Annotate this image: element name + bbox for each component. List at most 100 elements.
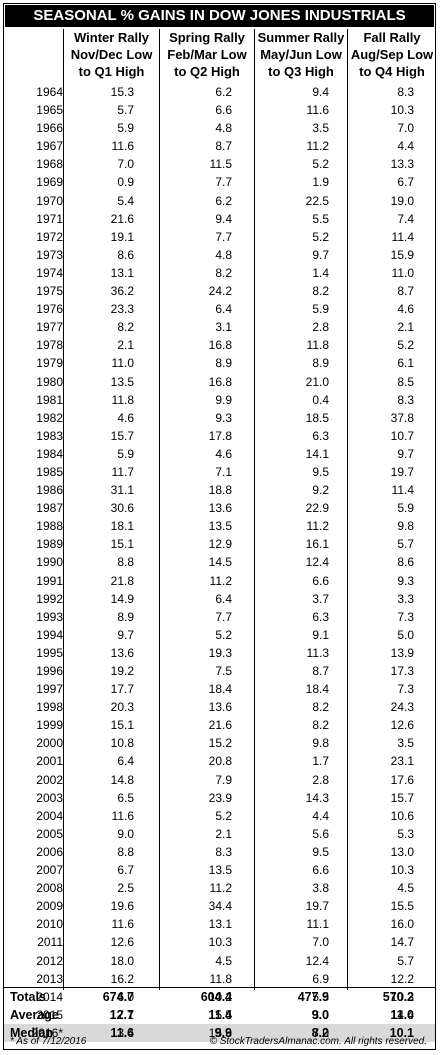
value-cell: 11.6 bbox=[111, 808, 134, 823]
value-cell: 7.0 bbox=[117, 157, 134, 172]
table-row: 2001 6.4 20.8 1.7 23.1 bbox=[4, 752, 435, 770]
value-cell: 6.6 bbox=[215, 103, 232, 118]
year-cell: 1997 bbox=[36, 682, 63, 697]
column-header-winter: Winter Rally Nov/Dec Low to Q1 High bbox=[70, 30, 153, 79]
year-cell: 2010 bbox=[36, 917, 63, 932]
year-cell: 1994 bbox=[36, 627, 63, 642]
value-cell: 14.5 bbox=[208, 555, 232, 570]
table-row: 1968 7.0 11.5 5.2 13.3 bbox=[4, 155, 435, 173]
value-cell: 5.6 bbox=[312, 826, 329, 841]
year-cell: 1989 bbox=[36, 537, 63, 552]
year-cell: 1967 bbox=[36, 139, 63, 154]
column-header-fall: Fall Rally Aug/Sep Low to Q4 High bbox=[350, 30, 434, 79]
value-cell: 8.6 bbox=[117, 247, 134, 262]
value-cell: 8.2 bbox=[215, 265, 232, 280]
value-cell: 14.4 bbox=[390, 1007, 414, 1022]
value-cell: 11.4 bbox=[391, 483, 414, 498]
value-cell: 8.3 bbox=[397, 392, 414, 407]
year-cell: 1976 bbox=[36, 302, 63, 317]
value-cell: 1.9 bbox=[312, 175, 329, 190]
value-cell: 19.0 bbox=[390, 193, 414, 208]
value-cell: 7.5 bbox=[215, 664, 232, 678]
value-cell: 19.7 bbox=[305, 899, 329, 914]
value-cell: 12.6 bbox=[110, 935, 134, 950]
value-cell: 24.3 bbox=[390, 700, 414, 715]
table-row: 2009 19.6 34.4 19.7 15.5 bbox=[4, 897, 435, 915]
table-row: 1982 4.6 9.3 18.5 37.8 bbox=[4, 409, 435, 427]
value-cell: 3.5 bbox=[397, 736, 414, 751]
value-cell: 4.6 bbox=[117, 410, 134, 425]
table-row: 1976 23.3 6.4 5.9 4.6 bbox=[4, 300, 435, 318]
value-cell: 9.1 bbox=[312, 627, 329, 642]
value-cell: 18.4 bbox=[305, 682, 329, 697]
value-cell: 4.4 bbox=[397, 139, 414, 154]
value-cell: 15.7 bbox=[110, 428, 134, 443]
value-cell: 9.7 bbox=[117, 627, 134, 642]
value-cell: 7.1 bbox=[117, 1007, 134, 1022]
value-cell: 6.1 bbox=[397, 356, 414, 371]
value-cell: 5.2 bbox=[215, 627, 232, 642]
value-cell: 10.3 bbox=[208, 935, 232, 950]
value-cell: 31.1 bbox=[110, 483, 134, 498]
value-cell: 5.2 bbox=[215, 808, 232, 823]
value-cell: 20.3 bbox=[110, 700, 134, 715]
value-cell: 34.4 bbox=[208, 899, 232, 914]
table-row: 2016* 3.4 15.6 7.0 bbox=[4, 1023, 435, 1042]
value-cell: 15.9 bbox=[390, 247, 414, 262]
value-cell: 11.0 bbox=[111, 356, 134, 371]
table-row: 2010 11.6 13.1 11.1 16.0 bbox=[4, 915, 435, 933]
year-cell: 1982 bbox=[36, 410, 63, 425]
year-cell: 1979 bbox=[36, 356, 63, 371]
value-cell: 11.5 bbox=[209, 157, 232, 172]
value-cell: 15.5 bbox=[390, 899, 414, 914]
year-cell: 2011 bbox=[37, 935, 63, 950]
value-cell: 12.9 bbox=[208, 537, 232, 552]
year-cell: 1996 bbox=[36, 664, 63, 678]
value-cell: 10.2 bbox=[208, 989, 232, 1004]
value-cell: 13.5 bbox=[208, 863, 232, 878]
summary-row-totals: Totals 674.7 604.4 477.9 570.2 bbox=[10, 990, 414, 1004]
value-cell: 24.2 bbox=[208, 284, 232, 299]
table-row: 1983 15.7 17.8 6.3 10.7 bbox=[4, 427, 435, 445]
value-cell: 11.2 bbox=[306, 139, 329, 154]
value-cell: 19.6 bbox=[110, 899, 134, 914]
table-row: 1992 14.9 6.4 3.7 3.3 bbox=[4, 590, 435, 608]
value-cell: 18.4 bbox=[208, 682, 232, 697]
value-cell: 9.7 bbox=[397, 446, 414, 461]
value-cell: 6.4 bbox=[215, 302, 232, 317]
value-cell: 2.8 bbox=[312, 772, 329, 787]
value-cell: 9.5 bbox=[312, 844, 329, 859]
value-cell: 9.8 bbox=[397, 519, 414, 534]
value-cell: 8.7 bbox=[397, 284, 414, 299]
value-cell: 14.7 bbox=[390, 935, 414, 950]
value-cell: 14.8 bbox=[110, 772, 134, 787]
year-cell: 1983 bbox=[36, 428, 63, 443]
value-cell: 5.3 bbox=[397, 826, 414, 841]
value-cell: 5.7 bbox=[117, 103, 134, 118]
value-cell: 20.8 bbox=[208, 754, 232, 769]
table-row: 2004 11.6 5.2 4.4 10.6 bbox=[4, 807, 435, 825]
table-row: 1975 36.2 24.2 8.2 8.7 bbox=[4, 282, 435, 300]
year-cell: 1988 bbox=[36, 519, 63, 534]
table-row: 2012 18.0 4.5 12.4 5.7 bbox=[4, 952, 435, 970]
value-cell: 19.2 bbox=[110, 664, 134, 678]
value-cell: 5.5 bbox=[215, 1007, 232, 1022]
year-cell: 2007 bbox=[36, 863, 63, 878]
year-cell: 1965 bbox=[36, 103, 63, 118]
value-cell: 11.0 bbox=[391, 265, 414, 280]
column-divider bbox=[63, 29, 64, 990]
value-cell: 23.3 bbox=[110, 302, 134, 317]
table-row: 2006 8.8 8.3 9.5 13.0 bbox=[4, 843, 435, 861]
value-cell: 5.9 bbox=[117, 121, 134, 136]
value-cell: 2.5 bbox=[117, 881, 134, 896]
value-cell: 8.2 bbox=[312, 718, 329, 733]
value-cell: 5.9 bbox=[312, 302, 329, 317]
value-cell: 11.3 bbox=[306, 645, 329, 660]
footnote: * As of 7/12/2016 bbox=[10, 1036, 87, 1047]
value-cell: 2.8 bbox=[312, 320, 329, 335]
value-cell: 4.6 bbox=[215, 446, 232, 461]
value-cell: 7.3 bbox=[397, 609, 414, 624]
value-cell: 10.8 bbox=[110, 736, 134, 751]
value-cell: 12.4 bbox=[305, 953, 329, 968]
value-cell: 5.4 bbox=[117, 193, 134, 208]
